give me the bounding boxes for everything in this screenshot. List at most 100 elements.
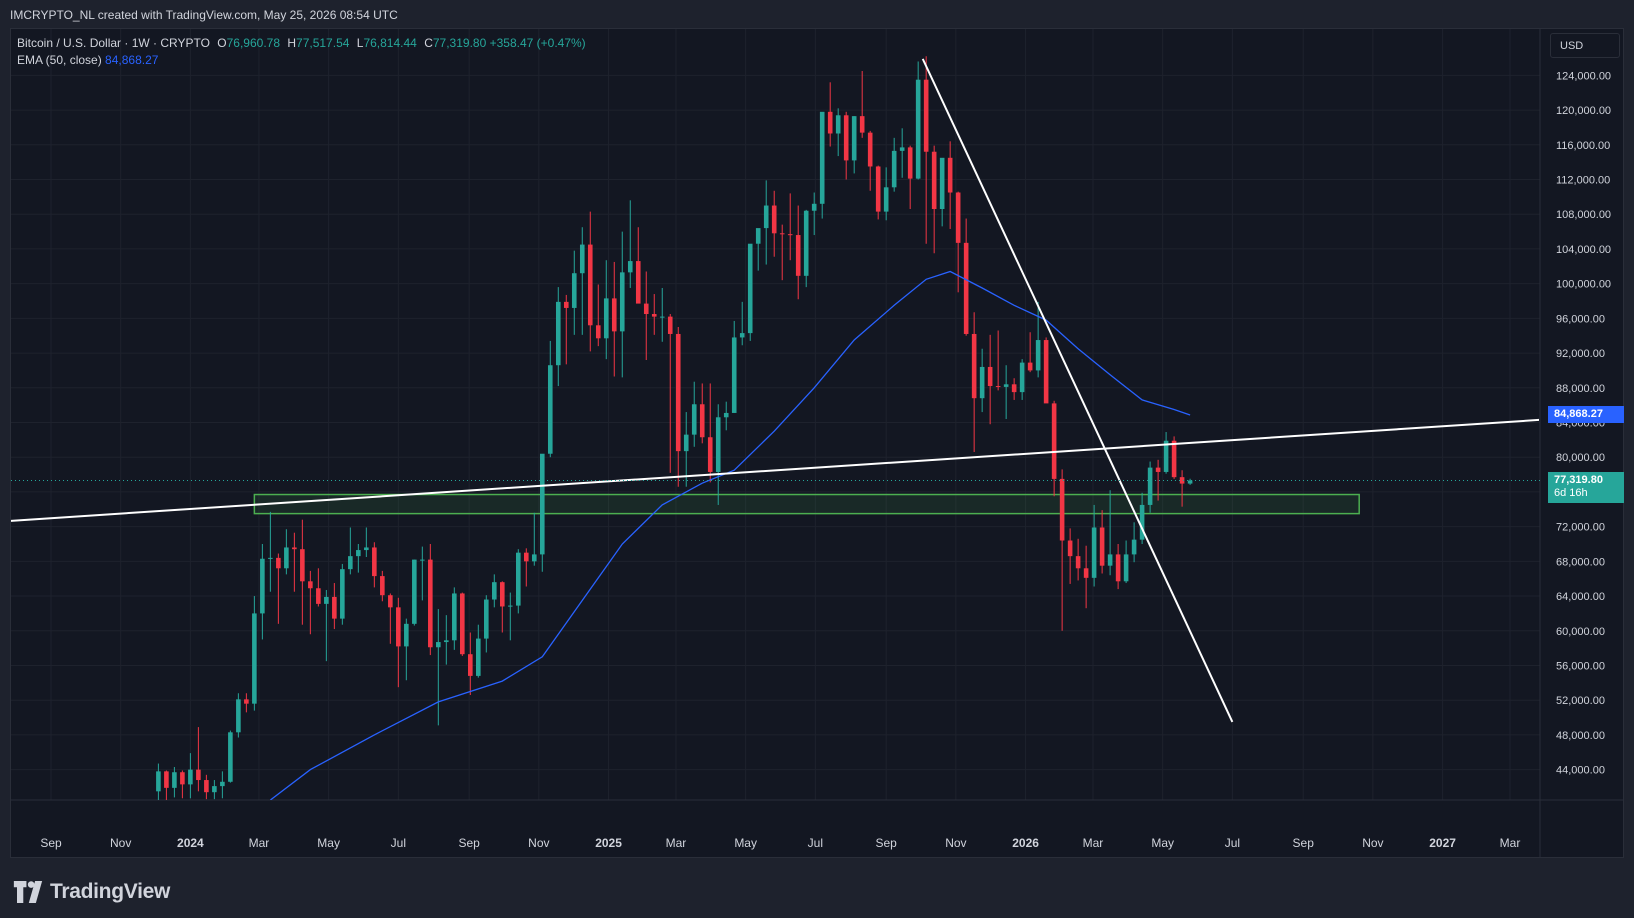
candle-body[interactable] — [1179, 477, 1185, 484]
candle-body[interactable] — [1107, 554, 1113, 566]
candle-body[interactable] — [531, 554, 537, 562]
candle-body[interactable] — [1091, 527, 1097, 578]
candle-body[interactable] — [507, 605, 513, 607]
candle-body[interactable] — [571, 273, 577, 308]
candle-body[interactable] — [699, 404, 705, 438]
candle-body[interactable] — [468, 654, 473, 676]
candle-body[interactable] — [971, 333, 977, 399]
candle-body[interactable] — [476, 638, 481, 676]
candle-body[interactable] — [947, 157, 953, 193]
candle-body[interactable] — [907, 147, 913, 179]
candle-body[interactable] — [372, 547, 377, 577]
candle-body[interactable] — [763, 205, 769, 229]
candle-body[interactable] — [491, 582, 497, 600]
candle-body[interactable] — [643, 303, 649, 315]
candle-body[interactable] — [436, 642, 441, 648]
candle-body[interactable] — [747, 243, 753, 334]
candle-body[interactable] — [931, 151, 937, 210]
candle-body[interactable] — [284, 547, 289, 569]
candle-body[interactable] — [539, 453, 545, 555]
candle-body[interactable] — [380, 576, 385, 596]
candle-body[interactable] — [364, 547, 369, 551]
candle-body[interactable] — [899, 147, 905, 151]
candle-body[interactable] — [979, 366, 985, 399]
symbol-title[interactable]: Bitcoin / U.S. Dollar · 1W · CRYPTO — [17, 36, 210, 50]
candle-body[interactable] — [244, 699, 249, 704]
ema-legend-label[interactable]: EMA (50, close) — [17, 53, 102, 67]
candle-body[interactable] — [260, 558, 265, 614]
candle-body[interactable] — [787, 234, 793, 236]
candle-body[interactable] — [515, 552, 521, 606]
candle-body[interactable] — [555, 301, 561, 366]
candle-body[interactable] — [428, 559, 433, 648]
chart-frame[interactable] — [10, 28, 1624, 858]
candle-body[interactable] — [523, 552, 529, 562]
candle-body[interactable] — [420, 559, 425, 561]
falling-trendline[interactable] — [921, 58, 1234, 723]
candle-body[interactable] — [683, 434, 689, 452]
candle-body[interactable] — [723, 412, 729, 418]
candle-body[interactable] — [268, 557, 273, 559]
candle-body[interactable] — [1187, 480, 1193, 484]
candle-body[interactable] — [1123, 554, 1129, 582]
candle-body[interactable] — [164, 771, 169, 788]
candle-body[interactable] — [739, 333, 745, 338]
candle-body[interactable] — [771, 205, 777, 234]
candle-body[interactable] — [412, 559, 417, 624]
candle-body[interactable] — [1115, 554, 1121, 582]
candle-body[interactable] — [803, 210, 809, 276]
candle-body[interactable] — [1171, 440, 1177, 478]
candle-body[interactable] — [939, 157, 945, 210]
candle-body[interactable] — [827, 111, 833, 134]
candle-body[interactable] — [1035, 340, 1041, 371]
rising-trendline[interactable] — [2, 417, 1579, 522]
candle-body[interactable] — [332, 596, 337, 619]
candle-body[interactable] — [1043, 340, 1049, 404]
candle-body[interactable] — [891, 150, 897, 188]
candle-body[interactable] — [452, 593, 457, 641]
candle-body[interactable] — [396, 607, 401, 647]
candle-body[interactable] — [1019, 362, 1025, 393]
candle-body[interactable] — [779, 233, 785, 235]
candle-body[interactable] — [404, 623, 409, 647]
candle-body[interactable] — [1027, 362, 1033, 371]
candle-body[interactable] — [675, 333, 681, 452]
candle-body[interactable] — [1155, 467, 1161, 472]
candle-body[interactable] — [619, 272, 625, 332]
candle-body[interactable] — [851, 116, 857, 161]
candle-body[interactable] — [252, 613, 257, 704]
candle-body[interactable] — [212, 786, 217, 793]
candle-body[interactable] — [220, 781, 225, 787]
candle-body[interactable] — [923, 79, 929, 152]
candle-body[interactable] — [196, 769, 201, 781]
candle-body[interactable] — [484, 599, 489, 639]
candle-body[interactable] — [1067, 540, 1073, 557]
candle-body[interactable] — [659, 316, 665, 318]
candle-body[interactable] — [388, 595, 393, 608]
candle-body[interactable] — [460, 593, 465, 655]
candle-body[interactable] — [731, 337, 737, 413]
candle-body[interactable] — [236, 699, 241, 733]
candle-body[interactable] — [867, 132, 873, 167]
candle-body[interactable] — [444, 640, 449, 643]
candle-body[interactable] — [587, 244, 593, 326]
candle-body[interactable] — [651, 314, 657, 317]
candle-body[interactable] — [1075, 556, 1081, 569]
candle-body[interactable] — [1059, 478, 1065, 541]
currency-button[interactable]: USD — [1550, 33, 1620, 58]
candle-body[interactable] — [875, 166, 881, 212]
candle-body[interactable] — [963, 242, 969, 334]
candle-body[interactable] — [579, 244, 585, 274]
candle-body[interactable] — [1083, 568, 1089, 578]
candle-body[interactable] — [228, 732, 233, 782]
candle-body[interactable] — [915, 79, 921, 179]
candle-body[interactable] — [300, 549, 305, 582]
candle-body[interactable] — [499, 582, 505, 607]
candle-body[interactable] — [715, 417, 721, 472]
ema-line[interactable] — [270, 270, 1191, 801]
candle-body[interactable] — [595, 325, 601, 339]
tradingview-brand[interactable]: TradingView — [12, 876, 170, 908]
candle-body[interactable] — [667, 316, 673, 334]
candle-body[interactable] — [1139, 504, 1145, 540]
candle-body[interactable] — [348, 556, 353, 570]
